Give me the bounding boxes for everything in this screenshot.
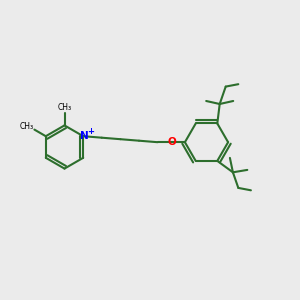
Text: N: N	[80, 130, 89, 141]
Text: O: O	[168, 137, 176, 147]
Text: +: +	[88, 127, 94, 136]
Text: CH₃: CH₃	[20, 122, 34, 131]
Text: CH₃: CH₃	[57, 103, 72, 112]
